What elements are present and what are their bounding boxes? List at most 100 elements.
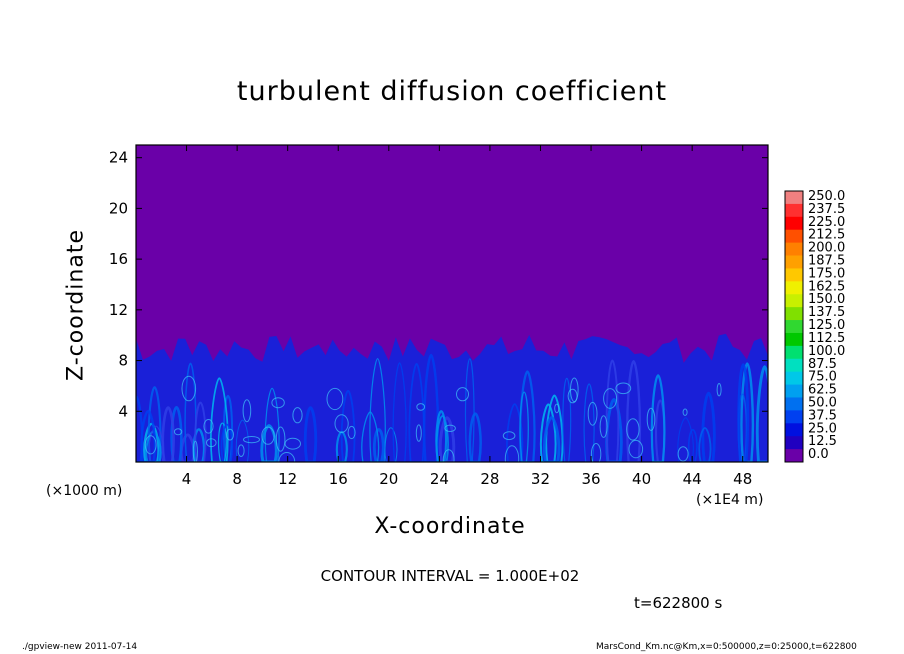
colorbar-swatch xyxy=(785,320,803,334)
colorbar-label: 100.0 xyxy=(808,344,845,359)
colorbar-swatch xyxy=(785,294,803,308)
contour-interval: CONTOUR INTERVAL = 1.000E+02 xyxy=(320,567,580,585)
x-unit-left: (×1000 m) xyxy=(46,483,123,499)
turbulent-plume xyxy=(519,391,529,462)
turbulent-eddy xyxy=(181,375,197,402)
colorbar-swatch xyxy=(785,358,803,373)
colorbar-label: 137.5 xyxy=(808,305,845,320)
colorbar-label: 0.0 xyxy=(808,447,829,462)
turbulent-plume xyxy=(677,417,694,462)
turbulent-plume xyxy=(340,389,356,462)
turbulent-plume xyxy=(373,428,385,462)
turbulent-eddy xyxy=(615,382,632,395)
x-tick-label: 24 xyxy=(430,470,449,488)
turbulent-eddy xyxy=(284,437,301,450)
y-axis-ticks: 4 8 12 16 20 24 xyxy=(109,149,768,420)
turbulent-eddy xyxy=(603,388,618,409)
turbulent-eddy xyxy=(444,424,456,432)
y-tick-label: 4 xyxy=(118,402,128,420)
colorbar-swatch xyxy=(785,216,803,231)
colorbar-swatch xyxy=(785,255,803,269)
turbulent-plume xyxy=(687,428,698,462)
plot-frame xyxy=(135,144,769,463)
turbulent-plume xyxy=(260,424,278,462)
colorbar-swatch xyxy=(785,384,803,398)
colorbar-label: 225.0 xyxy=(808,215,845,230)
x-tick-label: 4 xyxy=(182,470,192,488)
turbulent-plume xyxy=(737,363,750,462)
turbulent-plume xyxy=(147,386,162,462)
time-label: t=622800 s xyxy=(634,594,723,612)
turbulent-eddy xyxy=(677,446,689,462)
colorbar-label: 75.0 xyxy=(808,370,837,385)
colorbar-label: 12.5 xyxy=(808,434,837,449)
turbulent-plume xyxy=(369,358,386,462)
turbulent-plume xyxy=(542,416,561,462)
turbulent-plume xyxy=(605,359,620,462)
x-tick-label: 44 xyxy=(683,470,702,488)
turbulent-plume xyxy=(438,416,456,462)
colorbar-label: 150.0 xyxy=(808,292,845,307)
turbulent-plume xyxy=(650,374,666,462)
turbulent-eddy xyxy=(682,408,688,416)
colorbar-label: 112.5 xyxy=(808,331,845,346)
colorbar: 250.0237.5225.0212.5200.0187.5175.0162.5… xyxy=(784,189,845,463)
turbulent-plume xyxy=(220,423,234,462)
colorbar-label: 162.5 xyxy=(808,279,845,294)
turbulent-plume xyxy=(143,422,160,462)
turbulent-eddy xyxy=(570,377,579,403)
y-axis-label: Z-coordinate xyxy=(63,229,89,381)
turbulent-plume xyxy=(217,422,227,462)
turbulent-plume xyxy=(562,377,572,462)
turbulent-plume xyxy=(539,403,557,462)
colorbar-swatch xyxy=(785,410,803,424)
turbulent-eddy xyxy=(716,383,722,397)
colorbar-swatch xyxy=(785,397,803,411)
turbulent-eddy xyxy=(237,444,245,458)
colorbar-label: 25.0 xyxy=(808,421,837,436)
colorbar-swatch xyxy=(785,345,803,360)
turbulent-eddy xyxy=(442,449,455,462)
colorbar-swatch xyxy=(785,268,803,282)
turbulent-plume xyxy=(194,401,207,462)
colorbar-label: 200.0 xyxy=(808,241,845,256)
turbulent-eddy xyxy=(271,397,285,409)
colorbar-swatch xyxy=(785,371,803,385)
colorbar-label: 62.5 xyxy=(808,383,837,398)
turbulent-plume xyxy=(740,362,755,462)
y-tick-label: 8 xyxy=(118,352,128,370)
turbulent-eddy xyxy=(347,425,356,440)
y-tick-label: 24 xyxy=(109,149,128,167)
turbulent-plume xyxy=(303,406,318,462)
turbulent-eddy xyxy=(554,403,560,414)
colorbar-swatch xyxy=(785,307,803,321)
colorbar-frame xyxy=(784,190,804,463)
y-tick-label: 20 xyxy=(109,199,128,217)
colorbar-label: 87.5 xyxy=(808,357,837,372)
turbulent-plume xyxy=(755,365,768,462)
x-tick-label: 8 xyxy=(232,470,242,488)
turbulent-eddy xyxy=(628,439,644,459)
turbulent-eddy xyxy=(456,387,469,402)
x-axis-label: X-coordinate xyxy=(374,514,526,539)
turbulent-eddy xyxy=(626,418,640,441)
turbulent-plume xyxy=(140,409,157,462)
turbulent-eddy xyxy=(504,445,520,462)
x-tick-label: 16 xyxy=(329,470,348,488)
x-tick-label: 28 xyxy=(480,470,499,488)
turbulent-eddy xyxy=(416,403,426,411)
turbulent-eddy xyxy=(226,428,234,441)
x-tick-label: 12 xyxy=(278,470,297,488)
turbulent-eddy xyxy=(502,431,516,441)
turbulent-plume xyxy=(626,360,642,462)
colorbar-label: 187.5 xyxy=(808,254,845,269)
x-axis-ticks: 4 8 12 16 20 24 28 32 36 40 44 48 xyxy=(182,145,752,488)
y-tick-label: 12 xyxy=(109,301,128,319)
colorbar-swatch xyxy=(785,281,803,295)
colorbar-label: 125.0 xyxy=(808,318,845,333)
turbulent-layer xyxy=(136,333,768,462)
colorbar-swatch xyxy=(785,242,803,256)
turbulent-plume xyxy=(698,427,712,462)
turbulent-eddy xyxy=(599,415,608,438)
